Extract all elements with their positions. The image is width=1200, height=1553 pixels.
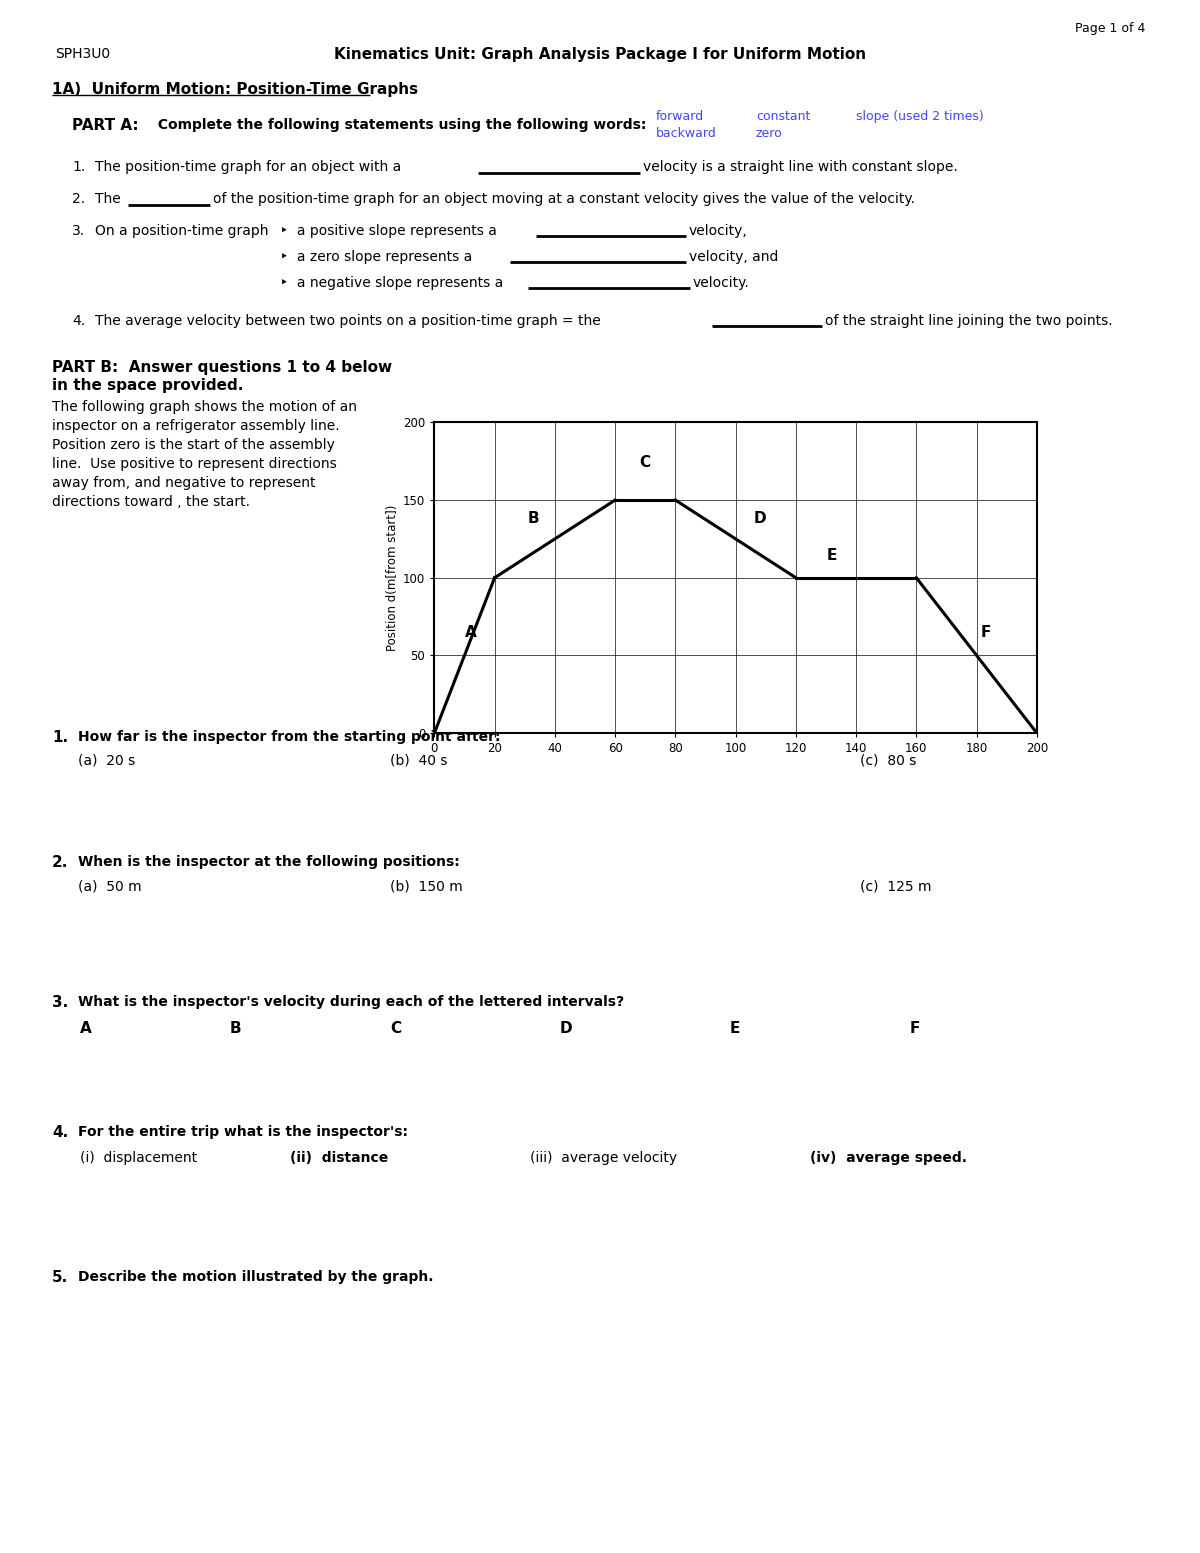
Text: velocity, and: velocity, and: [689, 250, 779, 264]
Text: C: C: [390, 1020, 401, 1036]
Text: Kinematics Unit: Graph Analysis Package I for Uniform Motion: Kinematics Unit: Graph Analysis Package …: [334, 47, 866, 62]
Text: (c)  80 s: (c) 80 s: [860, 755, 917, 769]
Text: 1.: 1.: [72, 160, 85, 174]
Text: PART B:  Answer questions 1 to 4 below: PART B: Answer questions 1 to 4 below: [52, 360, 392, 374]
Text: What is the inspector's velocity during each of the lettered intervals?: What is the inspector's velocity during …: [78, 995, 624, 1009]
Text: (ii)  distance: (ii) distance: [290, 1151, 389, 1165]
Text: line.  Use positive to represent directions: line. Use positive to represent directio…: [52, 457, 337, 471]
Text: velocity,: velocity,: [689, 224, 748, 238]
Text: E: E: [827, 548, 838, 564]
Text: Position zero is the start of the assembly: Position zero is the start of the assemb…: [52, 438, 335, 452]
Text: ‣  a zero slope represents a: ‣ a zero slope represents a: [280, 250, 473, 264]
Text: ‣  a positive slope represents a: ‣ a positive slope represents a: [280, 224, 497, 238]
Text: 4.: 4.: [52, 1124, 68, 1140]
Text: 5.: 5.: [52, 1270, 68, 1284]
Text: Page 1 of 4: Page 1 of 4: [1075, 22, 1145, 36]
Text: PART A:: PART A:: [72, 118, 139, 134]
Text: D: D: [560, 1020, 572, 1036]
Text: (a)  20 s: (a) 20 s: [78, 755, 136, 769]
Text: The average velocity between two points on a position-time graph = the: The average velocity between two points …: [95, 314, 601, 328]
Text: 2.: 2.: [72, 193, 85, 207]
Text: (iv)  average speed.: (iv) average speed.: [810, 1151, 967, 1165]
Text: A: A: [464, 624, 476, 640]
Text: forward: forward: [656, 110, 704, 123]
Text: 1A)  Uniform Motion: Position-Time Graphs: 1A) Uniform Motion: Position-Time Graphs: [52, 82, 418, 96]
Text: velocity is a straight line with constant slope.: velocity is a straight line with constan…: [643, 160, 958, 174]
Text: When is the inspector at the following positions:: When is the inspector at the following p…: [78, 856, 460, 870]
Text: 3.: 3.: [52, 995, 68, 1009]
Text: away from, and negative to represent: away from, and negative to represent: [52, 477, 316, 491]
Text: (b)  40 s: (b) 40 s: [390, 755, 448, 769]
Text: Complete the following statements using the following words:: Complete the following statements using …: [148, 118, 647, 132]
Text: The following graph shows the motion of an: The following graph shows the motion of …: [52, 401, 358, 415]
Text: D: D: [754, 511, 766, 526]
Text: zero: zero: [756, 127, 782, 140]
Text: The: The: [95, 193, 121, 207]
Text: F: F: [980, 624, 991, 640]
Text: B: B: [528, 511, 540, 526]
Text: F: F: [910, 1020, 920, 1036]
Text: ‣  a negative slope represents a: ‣ a negative slope represents a: [280, 276, 503, 290]
Text: On a position-time graph: On a position-time graph: [95, 224, 269, 238]
Text: backward: backward: [656, 127, 716, 140]
Text: For the entire trip what is the inspector's:: For the entire trip what is the inspecto…: [78, 1124, 408, 1138]
Text: 1.: 1.: [52, 730, 68, 745]
Text: (a)  50 m: (a) 50 m: [78, 879, 142, 893]
Text: slope (used 2 times): slope (used 2 times): [856, 110, 984, 123]
Text: of the straight line joining the two points.: of the straight line joining the two poi…: [826, 314, 1112, 328]
Text: inspector on a refrigerator assembly line.: inspector on a refrigerator assembly lin…: [52, 419, 340, 433]
Text: (c)  125 m: (c) 125 m: [860, 879, 931, 893]
Text: SPH3U0: SPH3U0: [55, 47, 110, 61]
Text: (b)  150 m: (b) 150 m: [390, 879, 463, 893]
Y-axis label: Position d(m[from start]): Position d(m[from start]): [386, 505, 398, 651]
Text: Describe the motion illustrated by the graph.: Describe the motion illustrated by the g…: [78, 1270, 433, 1284]
Text: velocity.: velocity.: [694, 276, 750, 290]
Text: 4.: 4.: [72, 314, 85, 328]
Text: A: A: [80, 1020, 91, 1036]
Text: 2.: 2.: [52, 856, 68, 870]
Text: directions toward , the start.: directions toward , the start.: [52, 495, 250, 509]
Text: constant: constant: [756, 110, 810, 123]
Text: (iii)  average velocity: (iii) average velocity: [530, 1151, 677, 1165]
Text: in the space provided.: in the space provided.: [52, 377, 244, 393]
Text: B: B: [230, 1020, 241, 1036]
Text: The position-time graph for an object with a: The position-time graph for an object wi…: [95, 160, 401, 174]
Text: How far is the inspector from the starting point after:: How far is the inspector from the starti…: [78, 730, 500, 744]
Text: 3.: 3.: [72, 224, 85, 238]
Text: E: E: [730, 1020, 740, 1036]
Text: C: C: [640, 455, 650, 471]
Text: (i)  displacement: (i) displacement: [80, 1151, 197, 1165]
Text: of the position-time graph for an object moving at a constant velocity gives the: of the position-time graph for an object…: [214, 193, 916, 207]
